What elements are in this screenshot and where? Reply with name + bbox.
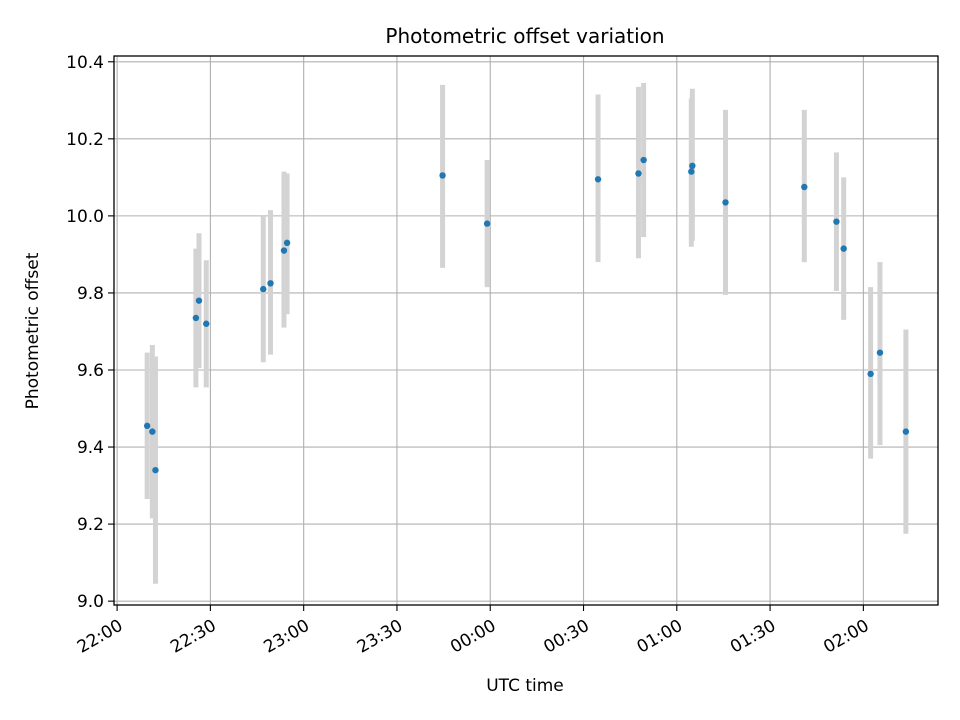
- data-point: [840, 245, 847, 252]
- data-point: [143, 422, 151, 430]
- chart-title: Photometric offset variation: [385, 24, 664, 48]
- data-point: [833, 218, 840, 225]
- data-point: [689, 162, 696, 169]
- data-point: [280, 247, 288, 254]
- data-point: [594, 176, 602, 183]
- data-point: [722, 199, 729, 206]
- data-point: [801, 183, 808, 191]
- plot-frame: [113, 55, 939, 606]
- data-point: [267, 280, 274, 287]
- data-point: [439, 172, 446, 179]
- data-point: [483, 220, 491, 227]
- data-point: [635, 170, 642, 177]
- data-point: [203, 320, 210, 327]
- data-point: [149, 428, 156, 435]
- y-tick-label: 9.2: [77, 515, 104, 535]
- data-point: [260, 285, 267, 293]
- y-tick-label: 9.0: [77, 592, 104, 612]
- y-tick-label: 9.8: [77, 284, 104, 304]
- x-axis-label: UTC time: [486, 676, 564, 696]
- y-tick-label: 10.0: [66, 207, 104, 227]
- data-point: [902, 428, 910, 435]
- grid-lines: [114, 56, 938, 605]
- data-point: [640, 156, 647, 164]
- data-points: [143, 156, 910, 474]
- data-point: [867, 370, 874, 378]
- y-tick-label: 9.6: [77, 361, 104, 381]
- y-tick-label: 9.4: [77, 438, 104, 458]
- y-tick-label: 10.2: [66, 130, 104, 150]
- y-tick-label: 10.4: [66, 53, 104, 73]
- data-point: [192, 314, 200, 322]
- y-axis-label: Photometric offset: [23, 252, 43, 409]
- data-point: [876, 349, 884, 356]
- y-axis-ticks: 9.0 9.2 9.4 9.6 9.8 10.0 10.2 10.4: [66, 53, 114, 612]
- data-point: [152, 466, 159, 474]
- data-point: [195, 297, 203, 304]
- data-point: [283, 239, 291, 247]
- data-point: [688, 168, 695, 175]
